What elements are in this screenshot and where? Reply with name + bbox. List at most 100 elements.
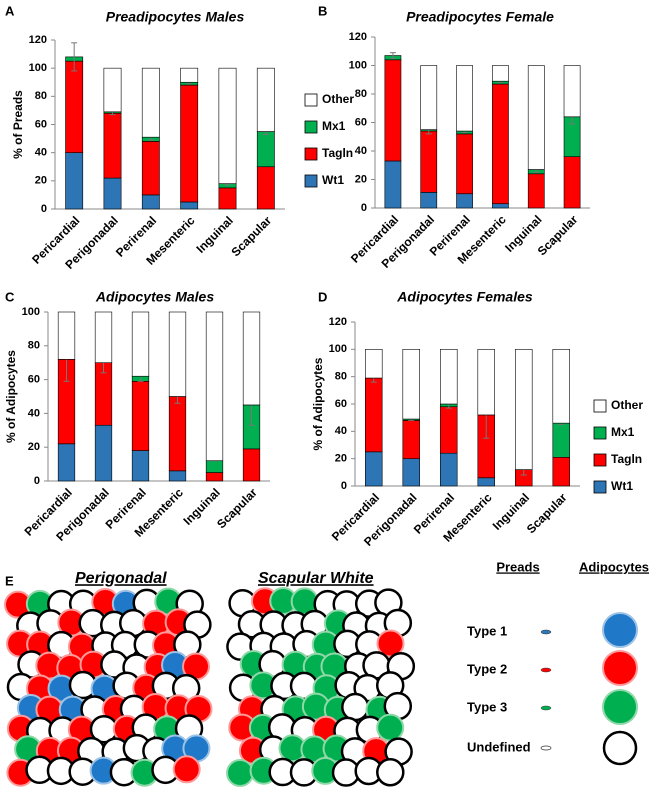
bar-segment — [141, 67, 160, 138]
bar-segment — [242, 311, 261, 406]
bar-segment — [94, 424, 113, 482]
x-tick-label: Scapular — [524, 490, 570, 536]
bar-segment — [420, 130, 438, 193]
error-bar — [71, 42, 78, 72]
legend-column: Adipocytes — [579, 559, 649, 574]
bar-segment — [131, 311, 150, 377]
group-title: Scapular White — [258, 570, 374, 587]
bar-segment — [456, 133, 473, 195]
legend-swatch — [593, 426, 607, 440]
y-tick-label: 60 — [28, 374, 40, 386]
y-tick-label: 20 — [355, 173, 367, 185]
bar-segment — [65, 60, 84, 153]
legend-label: Other — [611, 398, 643, 412]
adipocyte-icon — [602, 650, 638, 686]
y-tick-label: 40 — [355, 145, 367, 157]
pread-icon — [540, 705, 552, 711]
y-tick-label: 0 — [361, 202, 367, 214]
bar-segment — [218, 67, 237, 184]
legend-label: Wt1 — [322, 173, 344, 187]
bar-segment — [477, 349, 495, 416]
y-tick-label: 20 — [335, 453, 347, 465]
bar-segment — [141, 141, 160, 196]
bar-segment — [103, 67, 122, 113]
legend-swatch — [593, 453, 607, 467]
y-tick-label: 0 — [34, 475, 40, 487]
y-tick-label: 80 — [28, 340, 40, 352]
bar-segment — [365, 349, 383, 379]
adipocyte-icon — [602, 612, 638, 648]
bar-segment — [205, 460, 224, 473]
pread-icon — [540, 667, 552, 673]
bar-segment — [563, 65, 581, 118]
legend-label: Tagln — [611, 452, 642, 466]
adipocyte-icon — [602, 730, 638, 766]
bar-segment — [365, 451, 383, 487]
bar-segment — [218, 187, 237, 210]
y-tick-label: 0 — [41, 203, 47, 215]
bar-segment — [440, 452, 458, 487]
bar-segment — [242, 448, 261, 482]
chart-title: Adipocytes Females — [396, 289, 533, 305]
panel-label: E — [5, 573, 14, 588]
bar-segment — [492, 203, 509, 209]
panel-label: B — [318, 3, 327, 18]
panel-label: C — [5, 289, 15, 304]
panel-label: D — [318, 289, 327, 304]
panel-label: A — [5, 3, 15, 18]
y-axis-label: % of Preads — [11, 90, 25, 159]
bar-segment — [440, 349, 458, 405]
bar-segment — [384, 160, 402, 209]
cell — [172, 755, 201, 784]
cell-clusters — [4, 587, 416, 787]
y-tick-label: 40 — [335, 425, 347, 437]
y-tick-label: 100 — [349, 59, 367, 71]
bar-segment — [103, 177, 122, 210]
legend-label: Other — [322, 92, 354, 106]
legend-row: Type 2 — [467, 661, 507, 676]
bar-segment — [477, 477, 495, 487]
x-tick-label: Scapular — [535, 212, 581, 258]
legend-swatch — [304, 93, 318, 107]
y-tick-label: 120 — [29, 34, 47, 46]
bar-segment — [384, 59, 402, 162]
cell — [226, 758, 255, 787]
bar-segment — [205, 472, 224, 482]
y-tick-label: 120 — [329, 316, 347, 328]
bar-segment — [131, 450, 150, 482]
chart-title: Preadipocytes Female — [406, 9, 554, 25]
error-bar — [389, 52, 396, 59]
bar-segment — [420, 65, 438, 130]
legend-row: Type 1 — [467, 623, 507, 638]
bar-segment — [57, 443, 76, 482]
legend-swatch — [304, 174, 318, 188]
chart-title: Adipocytes Males — [95, 289, 214, 305]
bar-segment — [402, 458, 420, 487]
x-tick-label: Scapular — [228, 213, 274, 259]
bar-segment — [256, 131, 275, 168]
y-tick-label: 20 — [28, 441, 40, 453]
y-axis-label: % of Adipocytes — [4, 350, 18, 443]
legend-column: Preads — [496, 559, 539, 574]
bar-segment — [365, 377, 383, 453]
bar-segment — [168, 311, 187, 397]
y-tick-label: 40 — [35, 147, 47, 159]
bar-segment — [492, 65, 509, 82]
bar-segment — [552, 456, 570, 487]
bar-segment — [527, 173, 545, 209]
bar-segment — [180, 67, 199, 83]
group-title: Perigonadal — [75, 570, 167, 587]
y-tick-label: 60 — [35, 118, 47, 130]
bar-segment — [168, 470, 187, 482]
legend-label: Mx1 — [322, 119, 346, 133]
bar-segment — [402, 420, 420, 459]
y-tick-label: 80 — [355, 88, 367, 100]
y-tick-label: 100 — [22, 306, 40, 318]
bar-segment — [456, 65, 473, 132]
bar-segment — [256, 67, 275, 132]
legend-swatch — [593, 399, 607, 413]
bar-segment — [65, 152, 84, 210]
adipocyte-icon — [602, 689, 638, 725]
bar-segment — [440, 406, 458, 454]
